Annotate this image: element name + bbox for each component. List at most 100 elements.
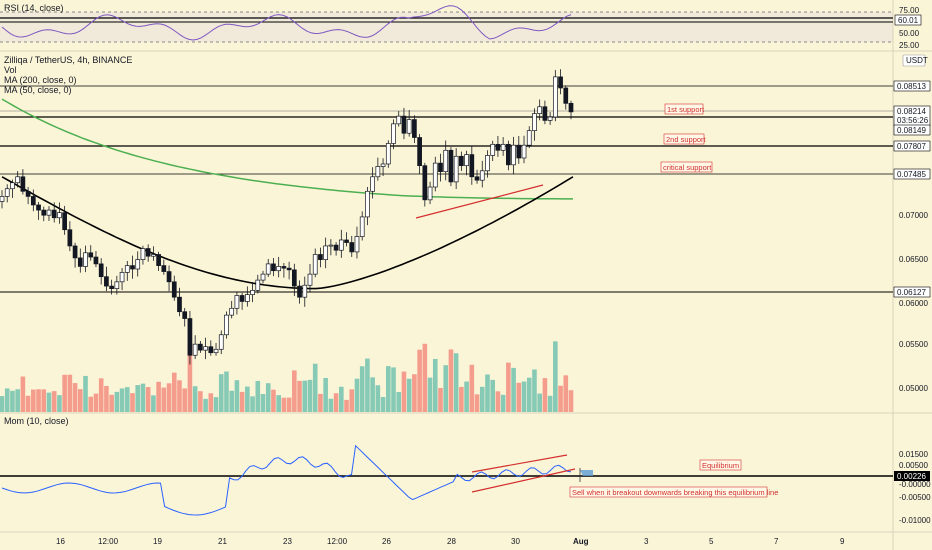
candle-body	[307, 273, 313, 286]
candle-body	[98, 263, 104, 278]
volume-bar	[302, 380, 308, 412]
x-tick-6: 26	[382, 537, 391, 546]
candle-body	[558, 76, 563, 89]
x-tick-12: 7	[774, 537, 779, 546]
candle-body	[318, 254, 323, 260]
support1-box[interactable]	[664, 103, 704, 115]
volume-bar	[422, 343, 428, 412]
candle-body	[375, 166, 381, 178]
price-tick-0-07000: 0.07000	[899, 211, 928, 220]
candle-body	[500, 143, 506, 151]
volume-bars	[0, 341, 574, 412]
candle-body	[537, 106, 543, 114]
volume-bar	[479, 386, 485, 412]
mom-channel-upper[interactable]	[471, 454, 568, 473]
x-tick-10: 3	[644, 537, 649, 546]
candle-body	[344, 239, 349, 243]
volume-bar	[10, 390, 15, 412]
candle-body	[354, 236, 360, 253]
candle-body	[182, 311, 188, 319]
candle-body	[109, 285, 114, 289]
rsi-label: RSI (14, close)	[4, 3, 64, 13]
x-tick-5: 12:00	[327, 537, 348, 546]
candle-body	[490, 143, 496, 156]
volume-bar	[380, 396, 386, 412]
sell-note-box[interactable]	[569, 486, 768, 498]
mom-label: Mom (10, close)	[4, 416, 69, 426]
volume-bar	[62, 374, 67, 412]
volume-bar	[563, 375, 569, 412]
candle-body	[114, 281, 120, 289]
critical-box[interactable]	[660, 161, 713, 173]
x-tick-0: 16	[56, 537, 65, 546]
candle-body	[323, 245, 329, 260]
candle-body	[88, 252, 94, 258]
mom-tick-5: -0.00500	[899, 493, 931, 502]
volume-bar	[307, 379, 313, 412]
candle-body	[495, 143, 501, 151]
candle-body	[187, 318, 193, 356]
candle-body	[166, 271, 172, 283]
price-tag-3-text: 0.08149	[897, 126, 926, 135]
candle-body	[448, 149, 454, 183]
volume-bar	[553, 341, 558, 412]
volume-bar	[464, 381, 469, 412]
mom-channel-lower[interactable]	[471, 468, 576, 493]
sell-note: Sell when it breakout downwards breaking…	[572, 488, 778, 497]
candle-body	[297, 285, 302, 298]
volume-bar	[104, 385, 109, 412]
volume-bar	[124, 387, 130, 412]
candle-body	[401, 115, 407, 134]
candle-body	[276, 266, 282, 272]
volume-bar	[41, 389, 47, 412]
price-trendline[interactable]	[415, 184, 544, 219]
volume-bar	[286, 397, 292, 412]
candle-body	[511, 144, 516, 166]
volume-bar	[537, 393, 542, 412]
volume-bar	[182, 388, 188, 412]
volume-bar	[323, 377, 328, 412]
equilibrium-box[interactable]	[699, 459, 742, 471]
candle-body	[208, 346, 214, 354]
volume-bar	[281, 397, 287, 412]
currency-button[interactable]	[902, 54, 926, 67]
candle-body	[67, 229, 73, 247]
candle-body	[244, 294, 250, 302]
volume-bar	[312, 363, 318, 412]
volume-bar	[177, 380, 182, 412]
volume-bar	[198, 391, 203, 412]
volume-bar	[349, 389, 355, 412]
volume-bar	[31, 389, 36, 412]
volume-bar	[469, 364, 475, 412]
candle-body	[130, 265, 135, 270]
candle-body	[359, 216, 365, 237]
ma200-line	[1, 98, 573, 200]
candle-body	[140, 248, 146, 260]
candle-body	[213, 348, 219, 354]
volume-bar	[490, 379, 495, 412]
candle-body	[83, 252, 88, 267]
volume-bar	[203, 398, 208, 412]
volume-bar	[135, 385, 141, 412]
candle-body	[51, 209, 57, 219]
volume-bar	[36, 389, 41, 412]
candle-body	[291, 269, 297, 287]
x-tick-4: 23	[283, 537, 292, 546]
support2-box[interactable]	[663, 133, 705, 145]
candle-body	[265, 263, 271, 275]
candle-body	[271, 263, 276, 272]
candle-body	[171, 281, 177, 298]
volume-bar	[151, 395, 156, 412]
critical-label: critical support	[663, 163, 712, 172]
candle-body	[506, 143, 511, 166]
candle-body	[427, 186, 433, 201]
candle-body	[380, 163, 386, 167]
volume-bar	[365, 358, 370, 412]
equilibrium-label: Equilibrium	[702, 461, 739, 470]
volume-bar	[276, 395, 281, 412]
candle-body	[542, 106, 548, 121]
volume-bar	[250, 396, 255, 412]
candle-body	[229, 307, 235, 316]
candle-body	[145, 248, 151, 257]
